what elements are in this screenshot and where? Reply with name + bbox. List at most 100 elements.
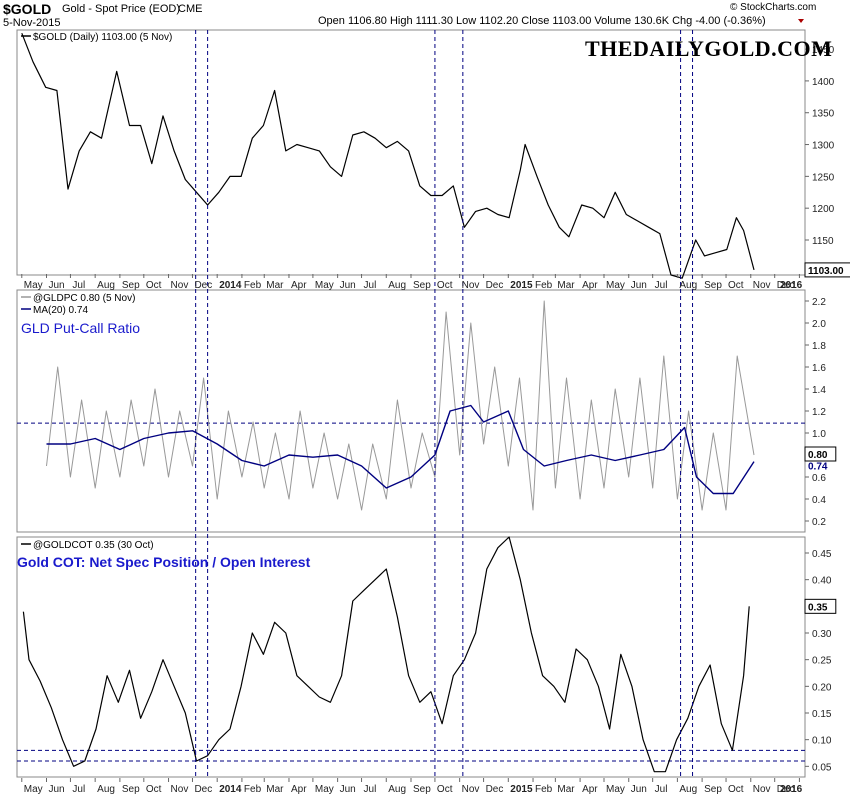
y-tick-label-put-call: 1.0 xyxy=(812,429,826,440)
y-tick-label-cot: 0.20 xyxy=(812,682,832,693)
x-tick-label: 2015 xyxy=(510,280,533,291)
series-line-cot-0 xyxy=(22,536,750,773)
last-value-pcr-box xyxy=(804,446,837,462)
x-tick-label: Mar xyxy=(266,280,284,291)
x-tick-label: May xyxy=(315,280,334,291)
panel-title-cot: Gold COT: Net Spec Position / Open Inter… xyxy=(17,554,311,570)
y-tick-label-price: 1450 xyxy=(812,45,835,56)
x-tick-label: Aug xyxy=(679,280,697,291)
x-tick-label: May xyxy=(24,280,43,291)
x-tick-label: Apr xyxy=(582,784,598,795)
x-tick-label: 2014 xyxy=(219,280,242,291)
y-tick-label-cot: 0.10 xyxy=(812,736,832,747)
x-tick-label: Feb xyxy=(535,784,553,795)
x-tick-label: Sep xyxy=(413,280,431,291)
y-tick-label-cot: 0.30 xyxy=(812,629,832,640)
brand-logo: THEDAILYGOLD.COM xyxy=(585,36,833,61)
x-tick-label: 2015 xyxy=(510,784,533,795)
legend-cot: @GOLDCOT 0.35 (30 Oct) xyxy=(33,540,154,551)
x-tick-label: Jun xyxy=(340,784,356,795)
y-tick-label-put-call: 1.4 xyxy=(812,385,826,396)
x-tick-label: Oct xyxy=(437,280,453,291)
y-tick-label-put-call: 0.4 xyxy=(812,495,826,506)
x-tick-label: Apr xyxy=(291,784,307,795)
x-tick-label: Nov xyxy=(462,784,480,795)
x-tick-label: Mar xyxy=(557,784,575,795)
x-tick-label: Jul xyxy=(655,280,668,291)
panel-frame-price xyxy=(16,29,806,276)
y-tick-label-cot: 0.15 xyxy=(812,709,832,720)
copyright-label: © StockCharts.com xyxy=(730,2,817,13)
panel-frame-put-call xyxy=(16,289,806,533)
x-tick-label: Aug xyxy=(388,784,406,795)
x-tick-label: 2014 xyxy=(219,784,242,795)
x-tick-label: Sep xyxy=(413,784,431,795)
series-line-put-call-1 xyxy=(46,404,755,495)
x-tick-label: Nov xyxy=(171,280,189,291)
x-tick-label: May xyxy=(24,784,43,795)
x-tick-label: 2016 xyxy=(780,280,803,291)
x-tick-label: Nov xyxy=(462,280,480,291)
x-tick-label: Oct xyxy=(146,280,162,291)
x-tick-label: Sep xyxy=(122,784,140,795)
ohlc-summary: Open 1106.80 High 1111.30 Low 1102.20 Cl… xyxy=(318,15,766,27)
x-tick-label: Feb xyxy=(535,280,553,291)
x-tick-label: May xyxy=(606,280,625,291)
x-tick-label: Sep xyxy=(704,280,722,291)
x-tick-label: Jul xyxy=(364,280,377,291)
x-tick-label: Nov xyxy=(753,784,771,795)
x-tick-label: Aug xyxy=(388,280,406,291)
x-tick-label: Feb xyxy=(244,784,262,795)
x-tick-label: Aug xyxy=(97,280,115,291)
x-tick-label: Feb xyxy=(244,280,262,291)
last-value-price: 1103.00 xyxy=(808,266,844,277)
y-tick-label-price: 1250 xyxy=(812,172,835,183)
last-value-cot: 0.35 xyxy=(808,602,828,613)
x-tick-label: Apr xyxy=(582,280,598,291)
y-tick-label-put-call: 1.2 xyxy=(812,407,826,418)
y-tick-label-price: 1200 xyxy=(812,204,835,215)
y-tick-label-price: 1350 xyxy=(812,109,835,120)
series-line-price-0 xyxy=(21,32,755,279)
x-tick-label: Jul xyxy=(72,280,85,291)
x-tick-label: Oct xyxy=(437,784,453,795)
date-label: 5-Nov-2015 xyxy=(3,17,61,29)
y-tick-label-cot: 0.25 xyxy=(812,656,832,667)
x-tick-label: Oct xyxy=(146,784,162,795)
x-tick-label: May xyxy=(606,784,625,795)
symbol-label: $GOLD xyxy=(3,1,52,17)
x-tick-label: Aug xyxy=(679,784,697,795)
y-tick-label-put-call: 0.6 xyxy=(812,473,826,484)
exchange-label: CME xyxy=(178,3,203,15)
x-tick-label: Dec xyxy=(486,280,504,291)
x-tick-label: Dec xyxy=(777,784,795,795)
y-tick-label-cot: 0.45 xyxy=(812,549,832,560)
y-tick-label-put-call: 1.8 xyxy=(812,341,826,352)
panel-title-put-call: GLD Put-Call Ratio xyxy=(21,320,140,336)
x-tick-label: Oct xyxy=(728,784,744,795)
last-value-ma: 0.74 xyxy=(808,462,828,473)
x-tick-label: Dec xyxy=(194,280,212,291)
x-tick-label: Dec xyxy=(194,784,212,795)
x-tick-label: Sep xyxy=(704,784,722,795)
panel-frame-cot xyxy=(16,536,806,778)
x-tick-label: Mar xyxy=(266,784,284,795)
x-tick-label: Apr xyxy=(291,280,307,291)
x-tick-label: Mar xyxy=(557,280,575,291)
x-tick-label: Oct xyxy=(728,280,744,291)
x-tick-label: Jun xyxy=(631,784,647,795)
y-tick-label-put-call: 2.0 xyxy=(812,319,826,330)
legend-ma: MA(20) 0.74 xyxy=(33,305,88,316)
last-value-cot-box xyxy=(804,598,837,614)
x-tick-label: Jun xyxy=(340,280,356,291)
x-tick-label: Nov xyxy=(753,280,771,291)
y-tick-label-price: 1300 xyxy=(812,141,835,152)
change-down-icon xyxy=(798,19,804,23)
x-tick-label: Sep xyxy=(122,280,140,291)
x-tick-label: Nov xyxy=(171,784,189,795)
x-tick-label: Jul xyxy=(72,784,85,795)
x-tick-label: Jul xyxy=(655,784,668,795)
x-tick-label: Aug xyxy=(97,784,115,795)
last-value-price-box xyxy=(804,262,850,278)
